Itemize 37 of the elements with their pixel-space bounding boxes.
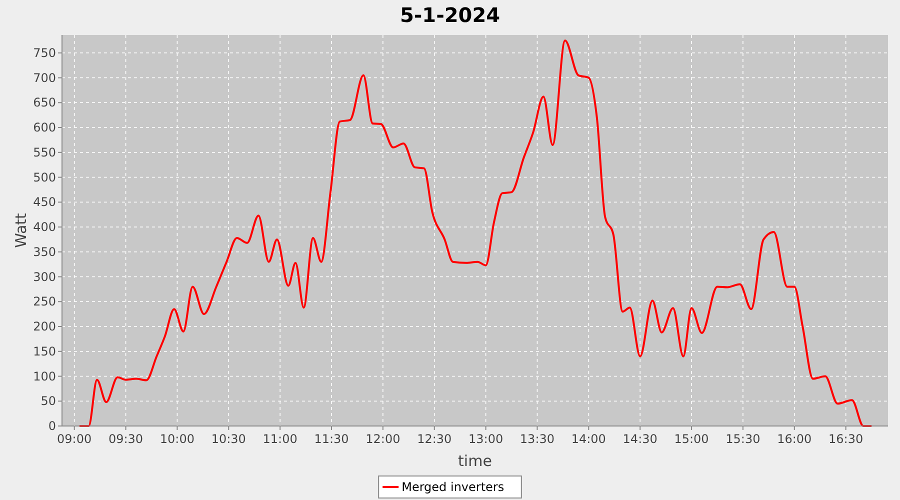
y-tick-label: 550 [33, 145, 56, 160]
y-tick-label: 450 [33, 195, 56, 210]
y-tick-label: 0 [48, 419, 56, 433]
x-tick-label: 16:30 [828, 432, 864, 446]
legend-label: Merged inverters [402, 480, 504, 494]
x-tick-label: 10:30 [211, 432, 246, 446]
x-tick-label: 13:30 [520, 432, 555, 446]
line-series [78, 39, 873, 427]
y-tick-label: 350 [33, 244, 56, 259]
x-tick-label: 10:00 [160, 432, 195, 446]
y-tick-label: 700 [33, 70, 56, 85]
y-axis-title: Watt [12, 212, 30, 248]
x-tick-label: 16:00 [777, 432, 812, 446]
x-tick-label: 11:30 [314, 432, 349, 446]
chart-title: 5-1-2024 [400, 3, 500, 27]
y-tick-label: 100 [33, 369, 56, 384]
x-tick-label: 11:00 [262, 432, 298, 446]
y-tick-label: 50 [40, 394, 56, 408]
y-tick-label: 650 [33, 96, 56, 110]
x-tick-label: 09:00 [57, 432, 92, 446]
x-tick-label: 14:00 [571, 432, 606, 446]
x-tick-label: 09:30 [108, 432, 144, 446]
y-tick-label: 500 [33, 170, 56, 184]
x-tick-label: 15:00 [674, 432, 709, 446]
y-tick-label: 750 [33, 46, 56, 60]
x-tick-label: 12:00 [366, 432, 400, 446]
y-tick-label: 200 [33, 320, 56, 334]
y-tick-label: 600 [33, 120, 56, 135]
x-axis-title: time [458, 452, 492, 470]
y-tick-label: 150 [33, 344, 56, 358]
x-tick-label: 14:30 [622, 432, 658, 446]
x-tick-label: 15:30 [726, 432, 760, 446]
y-tick-label: 400 [33, 220, 56, 234]
y-tick-label: 300 [33, 270, 56, 284]
x-tick-label: 12:30 [417, 432, 452, 446]
x-tick-label: 13:00 [468, 432, 504, 446]
y-tick-label: 250 [33, 294, 56, 309]
